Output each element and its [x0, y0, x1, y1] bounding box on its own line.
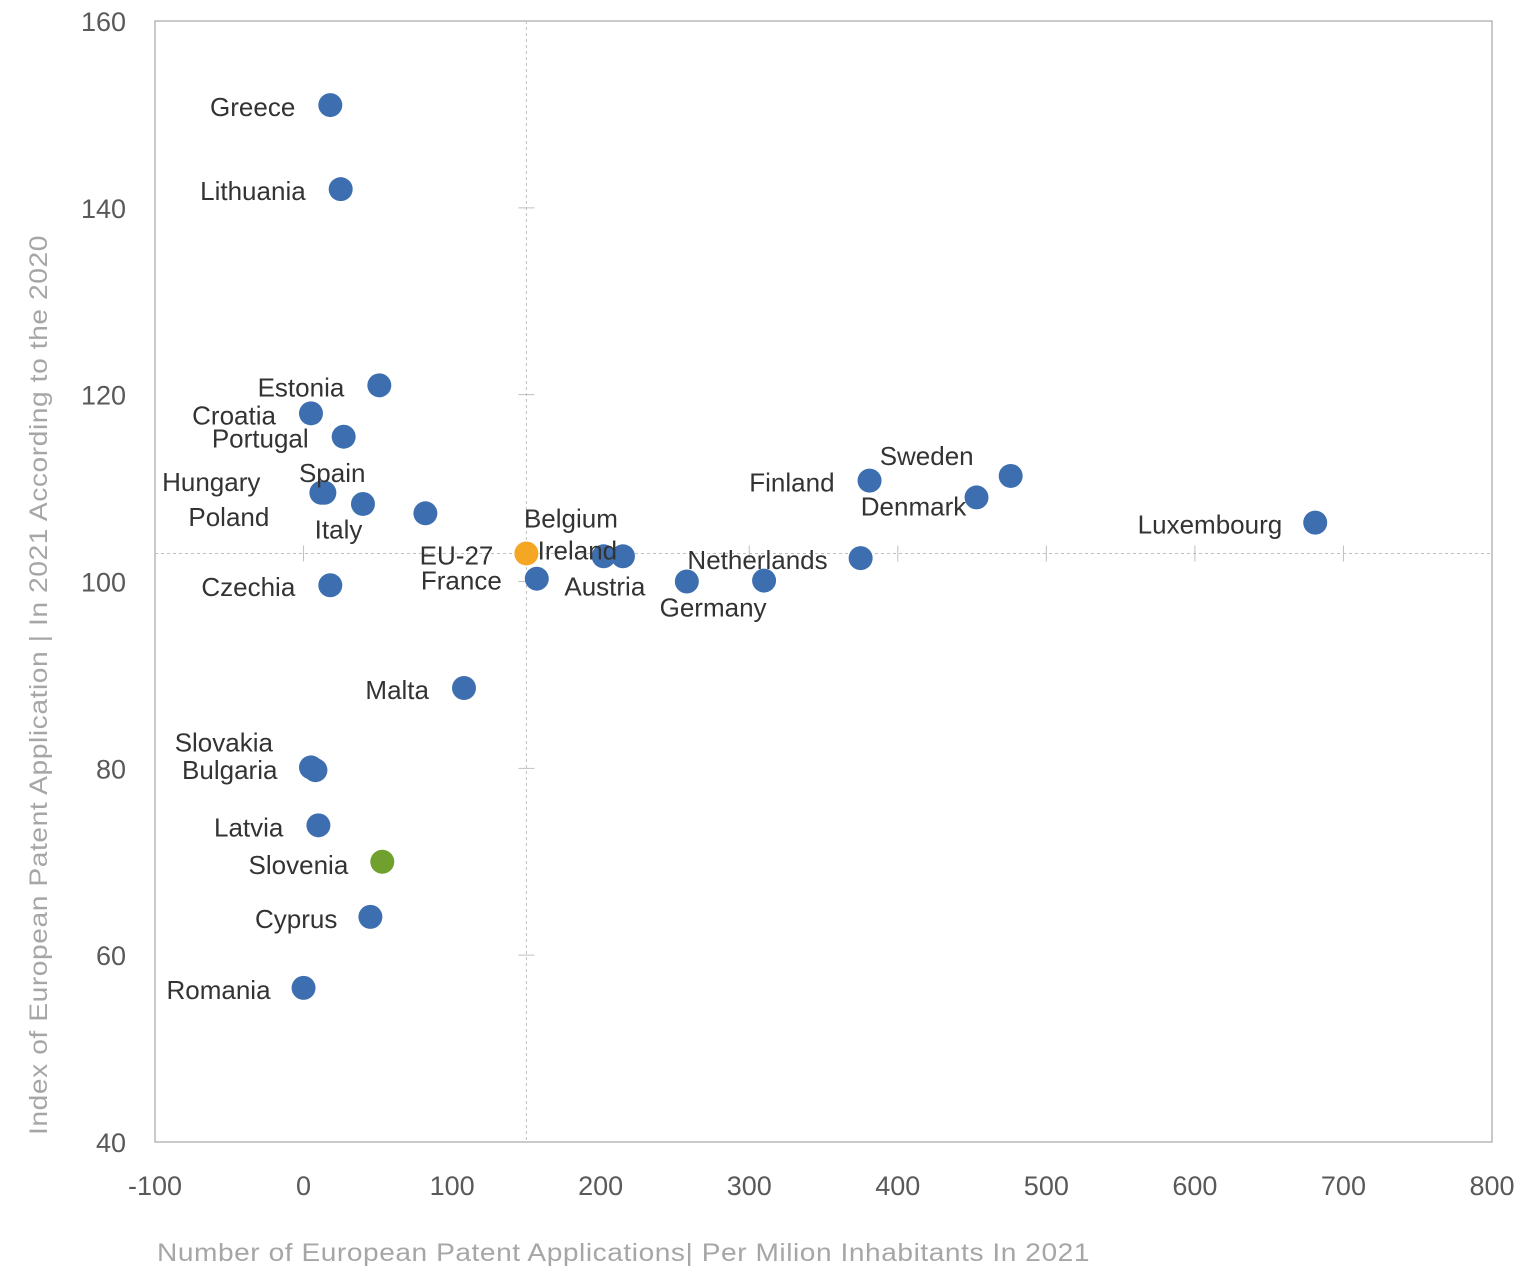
point-denmark [964, 485, 989, 510]
point-greece [318, 93, 343, 118]
point-czechia [318, 573, 343, 598]
x-tick-label: 700 [1321, 1171, 1366, 1201]
point-germany [752, 568, 777, 593]
point-portugal [331, 424, 356, 449]
label-croatia: Croatia [192, 400, 276, 430]
label-sweden: Sweden [880, 441, 974, 471]
point-france [524, 566, 549, 591]
point-belgium [610, 544, 635, 569]
label-romania: Romania [166, 975, 271, 1005]
label-ireland: Ireland [538, 535, 618, 565]
x-axis-title: Number of European Patent Applications| … [157, 1239, 1090, 1267]
label-latvia: Latvia [214, 812, 284, 842]
point-bulgaria [303, 758, 328, 783]
point-netherlands [848, 546, 873, 571]
x-tick-label: -100 [128, 1171, 182, 1201]
point-austria [674, 569, 699, 594]
y-tick-label: 40 [96, 1128, 126, 1158]
label-malta: Malta [365, 675, 429, 705]
label-portugal: Portugal [212, 424, 309, 454]
label-denmark: Denmark [861, 491, 967, 521]
point-italy [413, 501, 438, 526]
y-tick-label: 160 [81, 7, 126, 37]
point-spain [350, 491, 375, 516]
y-tick-label: 120 [81, 381, 126, 411]
point-slovenia [370, 849, 395, 874]
point-croatia [298, 401, 323, 426]
reference-lines [155, 21, 1492, 1142]
point-ireland [591, 544, 616, 569]
x-tick-label: 600 [1172, 1171, 1217, 1201]
x-tick-label: 800 [1469, 1171, 1514, 1201]
y-tick-label: 140 [81, 194, 126, 224]
label-eu-27: EU-27 [420, 540, 494, 570]
label-cyprus: Cyprus [255, 904, 337, 934]
x-tick-label: 300 [727, 1171, 772, 1201]
x-tick-label: 500 [1024, 1171, 1069, 1201]
label-estonia: Estonia [258, 372, 345, 402]
label-netherlands: Netherlands [687, 545, 827, 575]
y-tick-label: 80 [96, 754, 126, 784]
label-bulgaria: Bulgaria [182, 755, 278, 785]
point-malta [451, 675, 476, 700]
label-germany: Germany [660, 593, 767, 623]
y-axis-title: Index of European Patent Application | I… [25, 235, 53, 1135]
label-poland: Poland [188, 502, 269, 532]
label-hungary: Hungary [162, 467, 260, 497]
plot-area [154, 20, 1493, 1143]
point-finland [857, 468, 882, 493]
label-italy: Italy [315, 514, 363, 544]
point-luxembourg [1303, 510, 1328, 535]
point-sweden [998, 463, 1023, 488]
point-latvia [306, 813, 331, 838]
data-points [291, 93, 1328, 1000]
point-poland [312, 480, 337, 505]
x-tick-label: 0 [296, 1171, 311, 1201]
label-france: France [421, 566, 502, 596]
point-estonia [367, 373, 392, 398]
y-tick-label: 60 [96, 941, 126, 971]
label-spain: Spain [299, 458, 366, 488]
label-lithuania: Lithuania [200, 176, 306, 206]
y-axis-tick-labels: 40 60 80 100 120 140 160 [81, 7, 126, 1158]
x-tick-label: 100 [430, 1171, 475, 1201]
label-austria: Austria [564, 572, 645, 602]
label-slovakia: Slovakia [175, 727, 274, 757]
x-tick-label: 200 [578, 1171, 623, 1201]
point-romania [291, 975, 316, 1000]
point-eu-27 [514, 541, 539, 566]
label-finland: Finland [749, 468, 834, 498]
label-slovenia: Slovenia [249, 850, 349, 880]
x-tick-label: 400 [875, 1171, 920, 1201]
point-cyprus [358, 904, 383, 929]
point-lithuania [328, 177, 353, 202]
x-axis-tick-labels: -100 0 100 200 300 400 500 600 700 800 [128, 1171, 1515, 1201]
label-greece: Greece [210, 92, 295, 122]
y-tick-label: 100 [81, 568, 126, 598]
label-czechia: Czechia [201, 572, 295, 602]
label-luxembourg: Luxembourg [1138, 510, 1283, 540]
label-belgium: Belgium [524, 503, 618, 533]
